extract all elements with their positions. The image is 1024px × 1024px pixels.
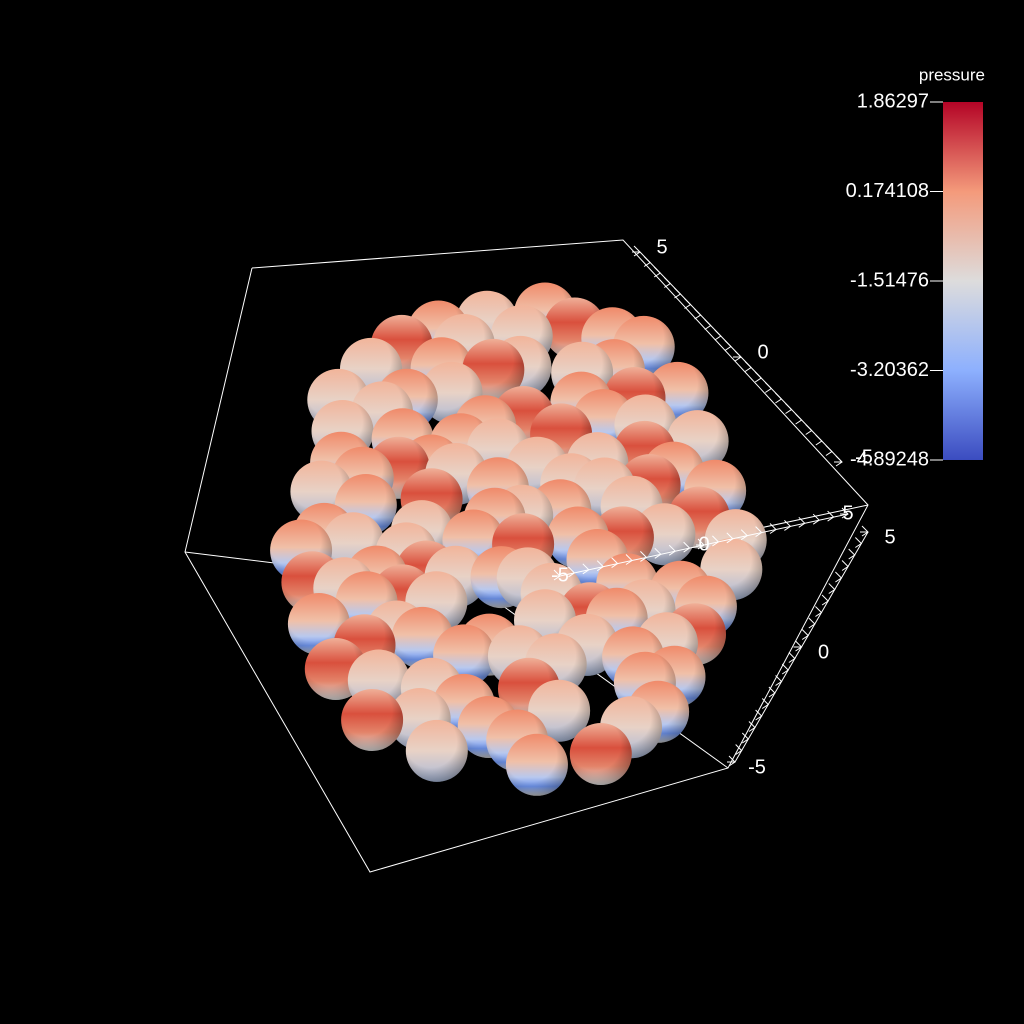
colorbar-gradient <box>943 102 983 460</box>
axis-minor-tick <box>754 371 762 383</box>
axis-minor-tick <box>643 256 651 267</box>
axis-minor-tick <box>714 329 722 341</box>
axis-minor-tick <box>735 744 743 755</box>
axis-minor-tick <box>684 298 692 309</box>
axis-minor-tick <box>596 560 604 572</box>
colorbar-tick-label: -1.51476 <box>850 269 929 291</box>
axis-minor-tick <box>744 361 752 372</box>
axis-minor-tick <box>653 266 661 278</box>
axis-minor-tick <box>835 571 843 583</box>
axis-minor-tick <box>835 455 843 467</box>
axis-tick-label: 0 <box>818 641 829 663</box>
axis-minor-tick <box>704 319 712 330</box>
sphere-shade <box>405 719 468 782</box>
colorbar-tick-label: 1.86297 <box>857 90 929 112</box>
axis-minor-tick <box>808 617 816 629</box>
axis-minor-tick <box>815 434 823 446</box>
axis-minor-tick <box>712 535 720 547</box>
colorbar: pressure <box>919 65 985 460</box>
axis-minor-tick <box>821 594 829 606</box>
axis-minor-tick <box>775 675 783 686</box>
axis-minor-tick <box>785 403 793 414</box>
sphere <box>341 689 404 751</box>
axis-minor-tick <box>683 541 691 553</box>
sphere <box>569 723 632 785</box>
axis-minor-tick <box>788 652 796 663</box>
axis-minor-tick <box>741 732 750 744</box>
axis-minor-tick <box>740 529 748 541</box>
axis-minor-tick <box>755 526 763 538</box>
axis-minor-tick <box>769 523 777 534</box>
axis-minor-tick <box>854 537 863 548</box>
axis-minor-tick <box>815 606 823 617</box>
colorbar-tick-label: -3.20362 <box>850 359 929 381</box>
axis-tick-label: -5 <box>855 446 873 468</box>
axis-minor-tick <box>768 686 776 698</box>
axis-minor-tick <box>764 382 773 393</box>
axis-minor-tick <box>674 287 682 299</box>
axis-minor-tick <box>775 392 783 404</box>
axis-minor-tick <box>825 445 833 456</box>
particles <box>270 282 767 796</box>
axis-tick-label: 5 <box>842 502 853 524</box>
axes: 5 0 -5 -5 0 5 5 0 -5 <box>551 236 895 778</box>
axis-tick-label: 0 <box>757 341 768 363</box>
colorbar-tick-label: 0.174108 <box>846 180 929 202</box>
axis-minor-tick <box>761 698 770 709</box>
colorbar-tick-label: -4.89248 <box>850 448 929 470</box>
axis-minor-tick <box>755 709 763 721</box>
axis-minor-tick <box>611 557 619 569</box>
axis-minor-tick <box>654 547 662 559</box>
axis-minor-tick <box>582 563 590 575</box>
axis-minor-tick <box>801 629 809 640</box>
sphere <box>405 719 468 782</box>
axis-minor-tick <box>668 544 676 556</box>
axis-minor-tick <box>663 277 672 288</box>
axis-minor-tick <box>694 308 702 320</box>
axis-minor-tick <box>734 350 742 362</box>
axis-minor-tick <box>633 245 641 257</box>
axis-minor-tick <box>724 340 732 351</box>
axis-minor-tick <box>726 532 734 544</box>
axis-minor-tick <box>781 663 789 675</box>
colorbar-ticks: 1.86297 0.174108 -1.51476 -3.20362 -4.89248 <box>846 90 943 470</box>
axis-tick-label: 5 <box>656 236 667 258</box>
axis-minor-tick <box>625 554 633 565</box>
axis-minor-tick <box>828 583 836 594</box>
axis-tick-label: 0 <box>698 533 709 555</box>
axis-minor-tick <box>568 566 576 578</box>
axis-minor-tick <box>827 510 835 522</box>
axis-tick-label: -5 <box>551 564 569 586</box>
axis-minor-tick <box>841 560 849 571</box>
axis-minor-tick <box>748 721 756 732</box>
axis-tick-label: 5 <box>884 526 895 548</box>
sphere-shade <box>341 689 404 751</box>
sphere <box>505 733 568 796</box>
sphere-shade <box>569 723 632 785</box>
axis-minor-tick <box>640 551 648 562</box>
axis-minor-tick <box>795 413 803 425</box>
colorbar-title: pressure <box>919 65 985 84</box>
sphere-shade <box>505 733 568 796</box>
axis-tick-label: -5 <box>748 756 766 778</box>
axis-minor-tick <box>798 516 806 528</box>
axis-minor-tick <box>805 424 813 435</box>
axis-minor-tick <box>812 513 820 525</box>
axis-minor-tick <box>784 520 792 531</box>
axis-minor-tick <box>848 548 856 560</box>
